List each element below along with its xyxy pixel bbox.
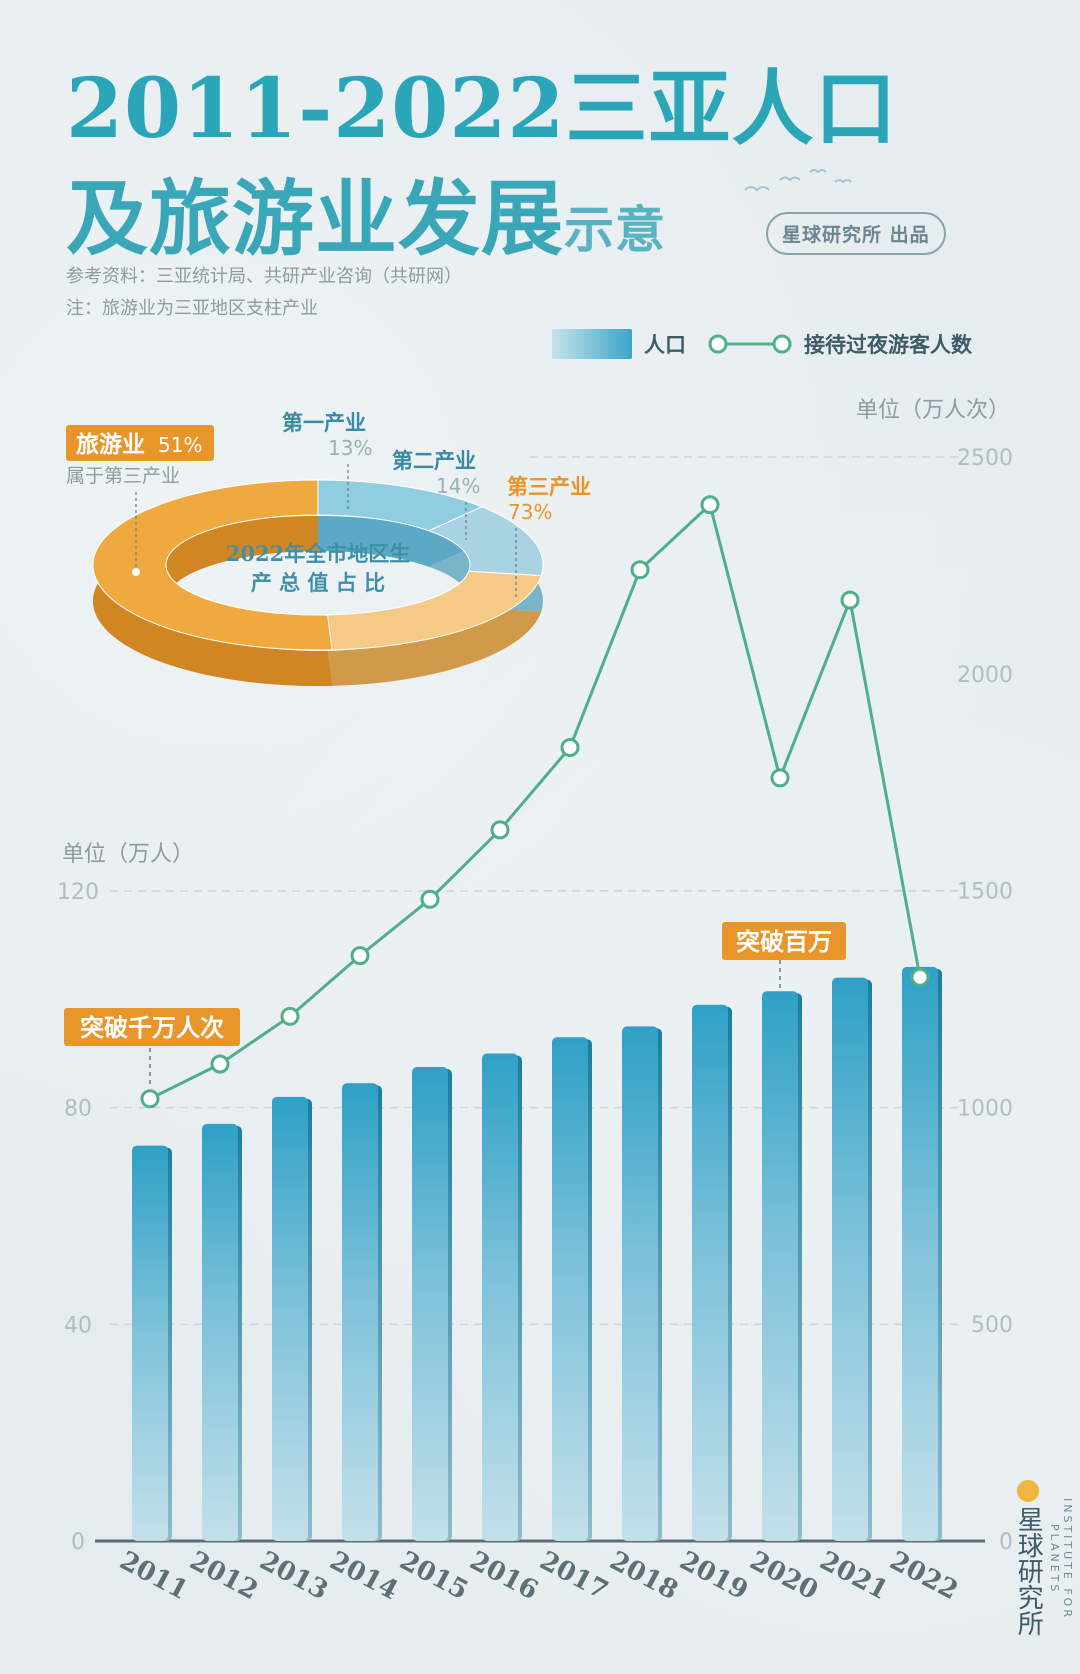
- population-bar: [272, 1096, 308, 1541]
- donut-label-name: 第三产业: [507, 474, 591, 499]
- donut-center-line1: 2022年全市地区生: [226, 541, 410, 566]
- visitor-point: [210, 1054, 230, 1074]
- visitor-point: [630, 560, 650, 580]
- right-tick-label: 2500: [957, 446, 1013, 471]
- visitor-point: [700, 495, 720, 515]
- title-main-text: 及旅游业发展: [66, 171, 565, 267]
- left-tick-label: 80: [64, 1097, 92, 1122]
- visitor-point: [140, 1089, 160, 1109]
- x-tick-label: 2017: [535, 1546, 613, 1606]
- legend: 人口 接待过夜游客人数: [552, 326, 972, 362]
- x-axis-labels: 2011201220132014201520162017201820192020…: [115, 1546, 963, 1606]
- watermark-en: INSTITUTE FOR PLANETS: [1048, 1498, 1074, 1620]
- line-milestone-tag-bg: [64, 1008, 240, 1046]
- donut-label-name: 第二产业: [392, 448, 476, 473]
- watermark-logo-icon: [1017, 1480, 1039, 1502]
- birds-icon: [744, 169, 852, 192]
- source-note: 参考资料：三亚统计局、共研产业咨询（共研网）: [66, 266, 462, 287]
- donut-label-value: 14%: [436, 474, 480, 498]
- tourism-tag-value: 51%: [158, 433, 202, 457]
- donut-center-line2: 产 总 值 占 比: [251, 570, 385, 595]
- visitor-line: [149, 501, 922, 1101]
- visitor-point: [350, 946, 370, 966]
- visitor-point: [490, 820, 510, 840]
- grid-lines: [110, 456, 960, 1326]
- watermark-cn: 星球研究所: [1013, 1506, 1044, 1636]
- watermark: 星球研究所 INSTITUTE FOR PLANETS: [1010, 1480, 1074, 1636]
- tourism-tag-name: 旅游业: [76, 431, 145, 458]
- x-tick-label: 2014: [325, 1546, 403, 1606]
- legend-bar-label: 人口: [644, 333, 686, 357]
- population-bar: [202, 1123, 238, 1541]
- right-axis-unit: 单位（万人次）: [856, 398, 1011, 423]
- donut-label-value: 13%: [328, 436, 372, 460]
- visitor-point: [910, 967, 930, 987]
- legend-line-swatch: [708, 334, 792, 354]
- visitor-point: [770, 768, 790, 788]
- population-bar: [832, 977, 868, 1541]
- publisher-badge: 星球研究所 出品: [766, 212, 946, 255]
- right-tick-label: 1500: [957, 880, 1013, 905]
- x-tick-label: 2020: [745, 1546, 823, 1606]
- x-tick-label: 2018: [605, 1546, 683, 1606]
- left-axis-unit: 单位（万人）: [62, 842, 195, 867]
- population-bar: [412, 1067, 448, 1541]
- x-tick-label: 2019: [675, 1546, 753, 1606]
- donut-tourism-segment: [92, 479, 333, 651]
- population-bar: [692, 1004, 728, 1541]
- legend-line-label: 接待过夜游客人数: [804, 333, 972, 357]
- bar-milestone-tag-bg: [722, 922, 846, 960]
- x-tick-label: 2011: [115, 1546, 193, 1606]
- population-bar: [902, 966, 938, 1541]
- visitor-point: [280, 1006, 300, 1026]
- tourism-note: 属于第三产业: [66, 465, 180, 487]
- page-title-line2: 及旅游业发展示意: [66, 178, 666, 260]
- right-tick-label: 2000: [957, 663, 1013, 688]
- visitor-point: [840, 590, 860, 610]
- left-tick-label: 0: [71, 1530, 85, 1555]
- donut-label-name: 第一产业: [282, 410, 366, 435]
- left-tick-label: 40: [64, 1313, 92, 1338]
- right-tick-label: 1000: [957, 1096, 1013, 1121]
- population-bar: [342, 1083, 378, 1541]
- x-tick-label: 2021: [815, 1546, 893, 1606]
- x-tick-label: 2012: [185, 1546, 263, 1606]
- annotations: 突破千万人次 突破百万: [64, 922, 846, 1088]
- population-bar: [552, 1037, 588, 1541]
- visitor-point: [560, 738, 580, 758]
- right-tick-label: 0: [999, 1530, 1013, 1555]
- donut-segment-side: [318, 516, 483, 567]
- left-tick-label: 120: [57, 880, 99, 905]
- population-bar: [132, 1145, 168, 1541]
- donut-label-value: 73%: [508, 500, 552, 524]
- x-tick-label: 2013: [255, 1546, 333, 1606]
- bar-series: [132, 966, 942, 1541]
- x-tick-label: 2016: [465, 1546, 543, 1606]
- population-bar: [762, 991, 798, 1541]
- right-tick-label: 500: [971, 1313, 1013, 1338]
- bar-milestone-tag: 突破百万: [736, 927, 832, 956]
- title-small-text: 示意: [564, 200, 667, 259]
- tourism-leader-dot: [132, 568, 140, 576]
- line-series: [140, 495, 930, 1109]
- x-tick-label: 2015: [395, 1546, 473, 1606]
- x-tick-label: 2022: [885, 1546, 963, 1606]
- population-bar: [482, 1053, 518, 1541]
- axes: 0 40 80 120 0 500 1000 1500 2000 2500: [57, 446, 1013, 1555]
- page-title-line1: 2011-2022三亚人口: [66, 61, 898, 157]
- legend-bar-swatch: [552, 329, 632, 359]
- line-milestone-tag: 突破千万人次: [80, 1013, 224, 1042]
- tourism-tag-bg: [66, 425, 214, 461]
- visitor-point: [420, 889, 440, 909]
- footnote: 注：旅游业为三亚地区支柱产业: [66, 298, 318, 319]
- population-bar: [622, 1026, 658, 1541]
